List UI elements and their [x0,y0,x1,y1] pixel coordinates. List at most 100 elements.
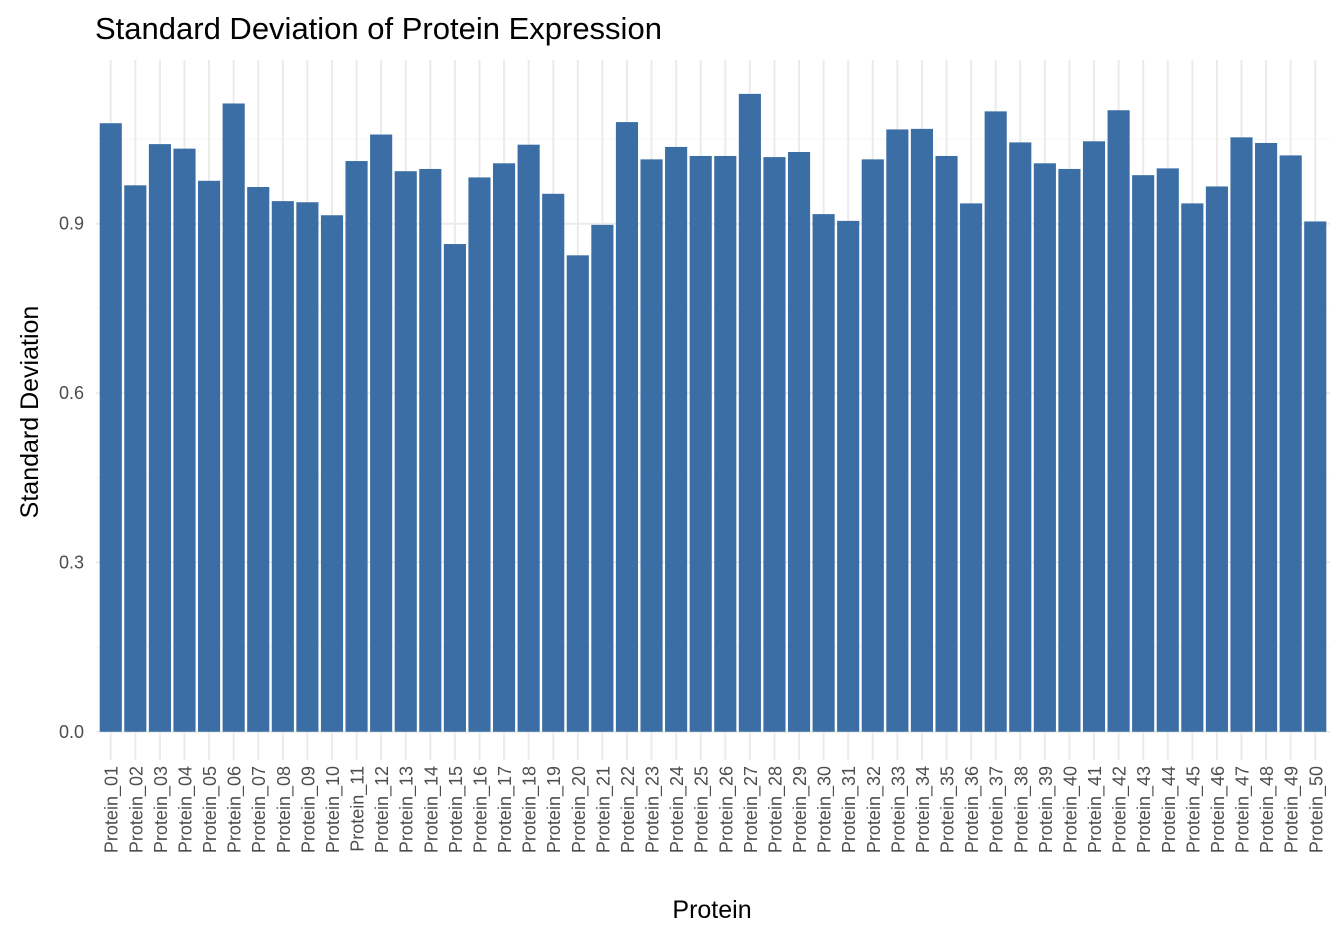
bar-protein-43 [1132,175,1155,732]
bar-protein-17 [492,163,516,732]
x-tick-label: Protein_50 [1306,766,1327,853]
bar-protein-34 [910,128,934,732]
bar-protein-26 [714,155,737,732]
bar-protein-09 [296,202,319,732]
x-tick-label: Protein_27 [741,766,762,853]
bar-protein-38 [1009,142,1032,732]
bars [99,93,1327,732]
x-axis-ticks: Protein_01 Protein_02 Protein_03 Protein_04… [102,766,1328,853]
x-tick-label: Protein_45 [1183,766,1204,853]
x-tick-label: Protein_39 [1036,766,1057,853]
bar-protein-16 [468,177,491,732]
x-tick-label: Protein_17 [495,766,516,853]
bar-protein-15 [443,244,466,732]
y-tick-label: 0.0 [59,722,84,742]
x-tick-label: Protein_19 [544,766,565,853]
x-tick-label: Protein_32 [864,766,885,853]
y-tick-label: 0.6 [59,383,84,403]
x-tick-label: Protein_25 [692,766,713,853]
bar-protein-08 [271,201,294,732]
x-tick-label: Protein_33 [888,766,909,853]
bar-protein-48 [1255,142,1278,732]
x-tick-label: Protein_01 [102,766,123,853]
bar-protein-03 [148,144,171,732]
bar-protein-42 [1107,110,1130,732]
bar-protein-33 [886,129,909,732]
bar-protein-35 [935,155,958,732]
bar-protein-02 [124,185,147,732]
x-tick-label: Protein_46 [1208,766,1229,853]
y-tick-label: 0.3 [59,552,84,572]
bar-protein-04 [173,148,196,732]
bar-protein-05 [198,180,221,732]
chart-title: Standard Deviation of Protein Expression [95,11,662,46]
bar-protein-24 [665,146,688,732]
x-tick-label: Protein_42 [1110,766,1131,853]
x-tick-label: Protein_11 [348,766,369,852]
x-tick-label: Protein_38 [1011,766,1032,853]
bar-protein-07 [247,187,270,732]
x-tick-label: Protein_49 [1282,766,1303,853]
bar-protein-46 [1205,186,1228,732]
bar-protein-49 [1279,155,1302,732]
x-tick-label: Protein_34 [913,766,934,853]
bar-protein-44 [1156,168,1179,732]
x-tick-label: Protein_31 [839,766,860,853]
x-tick-label: Protein_44 [1159,766,1180,853]
x-tick-label: Protein_41 [1085,766,1106,853]
bar-protein-12 [370,134,393,732]
bar-protein-28 [763,157,786,732]
x-tick-label: Protein_10 [323,766,344,853]
x-tick-label: Protein_04 [175,766,196,853]
bar-protein-10 [320,215,344,732]
x-tick-label: Protein_15 [446,766,467,853]
x-tick-label: Protein_35 [938,766,959,853]
bar-protein-18 [517,144,540,732]
x-tick-label: Protein_40 [1060,766,1081,853]
x-tick-label: Protein_03 [151,766,172,853]
bar-protein-13 [394,171,417,732]
x-tick-label: Protein_06 [225,766,246,853]
x-tick-label: Protein_20 [569,766,590,853]
bar-protein-45 [1181,203,1204,732]
x-tick-label: Protein_43 [1134,766,1155,853]
y-axis-title: Standard Deviation [16,306,44,519]
x-axis-title: Protein [672,896,751,924]
x-tick-label: Protein_13 [397,766,418,853]
bar-protein-11 [345,161,368,732]
bar-protein-47 [1230,137,1253,732]
x-tick-label: Protein_23 [643,766,664,853]
x-tick-label: Protein_36 [962,766,983,853]
x-tick-label: Protein_08 [274,766,295,853]
y-tick-label: 0.9 [59,214,84,234]
x-tick-label: Protein_29 [790,766,811,853]
bar-protein-06 [222,103,245,732]
bar-protein-40 [1058,168,1081,732]
bar-protein-23 [640,159,663,732]
x-tick-label: Protein_37 [987,766,1008,853]
bar-protein-29 [787,152,811,732]
x-tick-label: Protein_28 [765,766,786,853]
bar-protein-41 [1082,141,1106,732]
x-tick-label: Protein_22 [618,766,639,853]
x-tick-label: Protein_30 [815,766,836,853]
bar-protein-36 [960,203,983,732]
x-tick-label: Protein_48 [1257,766,1278,853]
bar-protein-39 [1033,163,1056,732]
bar-protein-01 [99,123,122,732]
bar-protein-30 [812,214,835,732]
bar-protein-20 [566,255,589,732]
bar-protein-22 [615,122,639,732]
x-tick-label: Protein_24 [667,766,688,853]
x-tick-label: Protein_21 [593,766,614,853]
bar-protein-21 [591,224,614,732]
x-tick-label: Protein_14 [421,766,442,853]
bar-protein-31 [837,220,860,732]
bar-protein-37 [984,111,1007,732]
y-axis-ticks: 0.0 0.3 0.6 0.9 [59,214,84,742]
bar-protein-27 [738,93,761,732]
x-tick-label: Protein_02 [126,766,147,853]
x-tick-label: Protein_26 [716,766,737,853]
x-tick-label: Protein_09 [298,766,319,853]
x-tick-label: Protein_47 [1233,766,1254,853]
